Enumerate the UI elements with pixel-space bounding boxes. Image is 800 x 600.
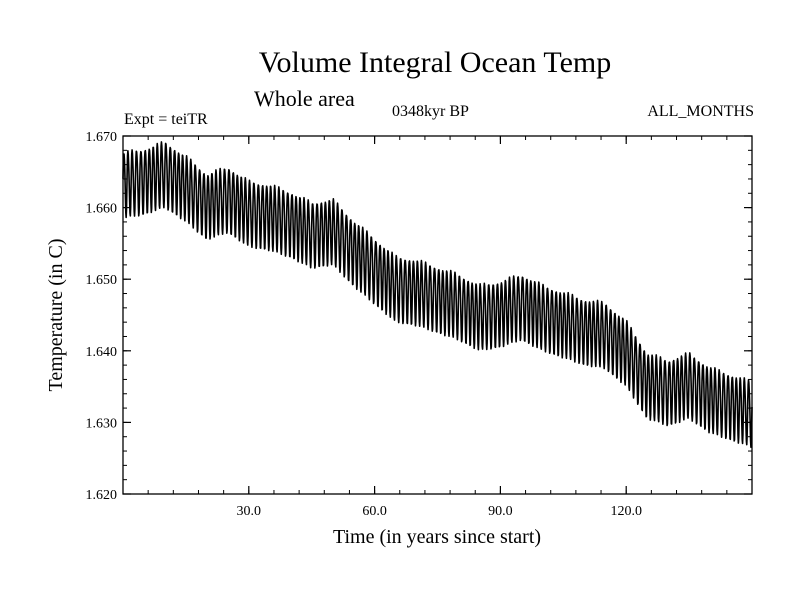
chart-subtitle: Whole area — [254, 86, 355, 111]
y-tick-label: 1.660 — [86, 202, 118, 217]
months-label: ALL_MONTHS — [647, 103, 754, 120]
y-axis-label: Temperature (in C) — [45, 239, 67, 392]
period-label: 0348kyr BP — [392, 103, 469, 120]
chart-title: Volume Integral Ocean Temp — [258, 46, 612, 79]
y-tick-label: 1.640 — [86, 345, 118, 360]
y-tick-label: 1.650 — [86, 273, 118, 288]
y-tick-label: 1.670 — [86, 130, 118, 145]
x-tick-label: 60.0 — [362, 504, 387, 519]
experiment-label: Expt = teiTR — [124, 111, 208, 128]
y-tick-label: 1.620 — [86, 488, 118, 503]
x-tick-label: 30.0 — [237, 504, 262, 519]
series-line-0 — [122, 141, 753, 449]
x-tick-label: 120.0 — [610, 504, 642, 519]
x-axis-label: Time (in years since start) — [333, 526, 541, 548]
plot-frame — [122, 135, 753, 495]
x-tick-label: 90.0 — [488, 504, 513, 519]
y-tick-label: 1.630 — [86, 416, 118, 431]
